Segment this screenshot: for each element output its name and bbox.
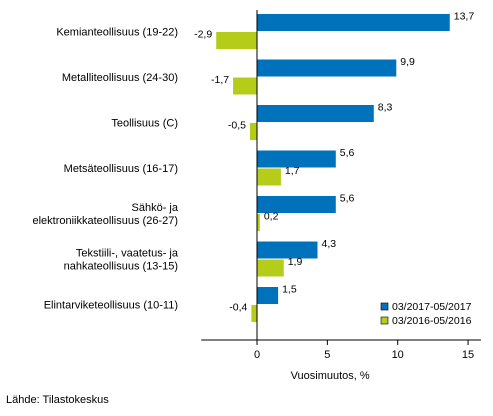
- bar-2017: [257, 59, 397, 77]
- legend-label: 03/2016-05/2016: [392, 315, 472, 327]
- category-label: Sähkö- ja elektroniikkateollisuus (26-27): [32, 202, 178, 227]
- legend: 03/2017-05/2017 03/2016-05/2016: [380, 301, 472, 327]
- bars: [216, 14, 450, 322]
- data-label: -2,9: [194, 29, 212, 41]
- bar-2017: [257, 241, 318, 259]
- data-label: 5,6: [340, 193, 355, 205]
- data-label: 0,2: [264, 211, 279, 223]
- x-tick-label: 10: [392, 349, 404, 361]
- category-label: Teollisuus (C): [111, 118, 178, 130]
- legend-swatch: [380, 316, 389, 325]
- data-label: 1,9: [288, 256, 303, 268]
- source-note: Lähde: Tilastokeskus: [6, 394, 109, 406]
- x-axis-label: Vuosimuutos, %: [291, 370, 370, 382]
- data-label: 8,3: [378, 102, 393, 114]
- category-label: Metalliteollisuus (24-30): [62, 72, 178, 84]
- category-label: Tekstiili-, vaatetus- ja nahkateollisuus …: [64, 248, 179, 273]
- data-label: 4,3: [322, 238, 337, 250]
- x-axis: 0 5 10 15: [201, 10, 481, 361]
- bar-2016: [249, 123, 257, 140]
- data-label: -1,7: [211, 74, 229, 86]
- x-tick-label: 15: [462, 349, 474, 361]
- bar-2017: [257, 196, 336, 213]
- bar-2017: [257, 14, 450, 31]
- data-label: -0,5: [228, 120, 246, 132]
- bar-2016: [251, 305, 257, 322]
- data-label: 1,7: [285, 165, 300, 177]
- category-labels: Kemianteollisuus (19-22) Metalliteollisuu…: [32, 27, 178, 312]
- bar-2017: [257, 150, 336, 168]
- x-tick-label: 0: [254, 349, 260, 361]
- bar-2017: [257, 287, 279, 304]
- bar-2016: [257, 214, 260, 231]
- bar-2016: [257, 168, 281, 186]
- x-tick-label: 5: [324, 349, 330, 361]
- bar-2016: [216, 32, 257, 49]
- legend-label: 03/2017-05/2017: [392, 301, 472, 313]
- data-label: 13,7: [454, 11, 475, 23]
- bar-2016: [257, 259, 284, 277]
- data-label: 1,5: [282, 284, 297, 296]
- category-label: Metsäteollisuus (16-17): [64, 163, 178, 175]
- category-label: Kemianteollisuus (19-22): [56, 27, 178, 39]
- legend-swatch: [380, 302, 389, 311]
- bar-2016: [233, 77, 257, 95]
- data-labels: 13,7 -2,9 9,9 -1,7 8,3 -0,5 5,6 1,7 5,6 0,2 4,3 1,9…: [194, 11, 474, 314]
- data-label: -0,4: [229, 302, 247, 314]
- data-label: 9,9: [400, 56, 415, 68]
- category-label: Elintarviketeollisuus (10-11): [44, 300, 178, 312]
- data-label: 5,6: [340, 147, 355, 159]
- bar-2017: [257, 105, 374, 122]
